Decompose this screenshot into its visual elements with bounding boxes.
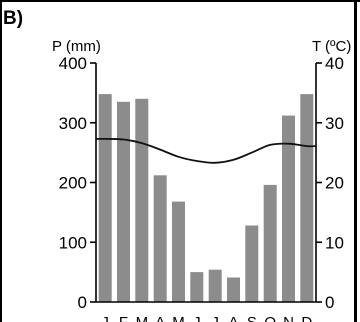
left-axis-tick-label: 300 [59,114,87,133]
right-axis-tick-label: 0 [325,293,334,312]
frame-top-border [0,0,360,2]
left-axis-tick-label: 100 [59,233,87,252]
month-label: F [119,314,128,322]
right-axis-tick-label: 30 [325,114,344,133]
left-axis-tick-label: 0 [78,293,87,312]
precipitation-bar [282,115,295,302]
precipitation-bar [245,225,259,302]
precipitation-bars [98,94,314,302]
right-axis-tick-label: 20 [325,174,344,193]
left-axis-tick-label: 400 [59,54,87,73]
precipitation-bar [190,272,204,302]
left-axis-tick-label: 200 [59,174,87,193]
temperature-line [95,137,317,164]
frame-right-border [354,0,357,322]
month-label: N [283,314,294,322]
precipitation-bar [263,184,277,302]
month-label: J [211,314,219,322]
left-axis-title: P (mm) [52,38,101,55]
month-label: D [301,314,312,322]
month-label: M [172,314,185,322]
month-label: A [228,314,238,322]
month-label: O [264,314,276,322]
month-label: M [136,314,149,322]
precipitation-bar [153,175,167,302]
month-label: A [155,314,165,322]
precipitation-bar [300,94,314,302]
right-axis-tick-label: 10 [325,233,344,252]
precipitation-bar [98,94,112,302]
right-axis-tick-label: 40 [325,54,344,73]
frame-left-border [0,0,2,322]
precipitation-bar [117,101,130,302]
precipitation-bar [172,201,185,302]
panel-label: B) [3,8,24,29]
axes [90,62,322,303]
month-label: J [193,314,201,322]
right-axis-title: T (ºC) [312,38,351,55]
precipitation-bar [208,269,222,302]
precipitation-bar [135,98,149,302]
month-label: J [101,314,109,322]
month-label: S [247,314,257,322]
temperature-line-layer [95,137,317,164]
precipitation-bar [227,277,240,302]
